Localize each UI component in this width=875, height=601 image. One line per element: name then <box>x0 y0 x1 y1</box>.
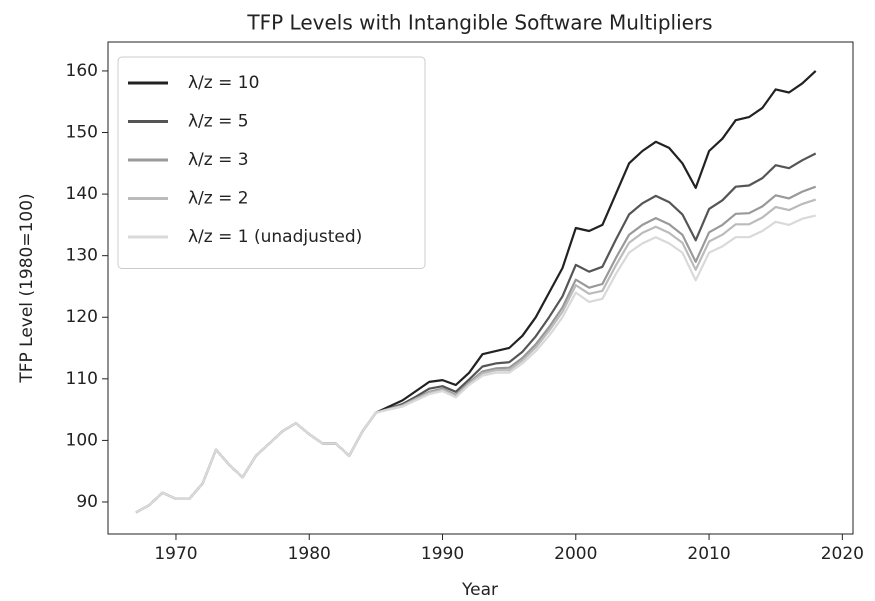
x-tick-label: 2020 <box>821 544 864 564</box>
chart-title: TFP Levels with Intangible Software Mult… <box>246 11 712 35</box>
x-tick-label: 1990 <box>421 544 464 564</box>
y-tick-label: 90 <box>76 492 98 512</box>
x-tick-label: 1980 <box>288 544 331 564</box>
y-tick-label: 100 <box>66 430 98 450</box>
legend-label: λ/z = 2 <box>188 189 249 209</box>
legend-label: λ/z = 5 <box>188 112 249 132</box>
x-tick-label: 2010 <box>687 544 730 564</box>
x-axis-label: Year <box>461 580 498 600</box>
legend-label: λ/z = 10 <box>188 73 259 93</box>
y-tick-label: 130 <box>66 246 98 266</box>
x-tick-label: 1970 <box>154 544 197 564</box>
legend-label: λ/z = 3 <box>188 150 249 170</box>
legend-label: λ/z = 1 (unadjusted) <box>188 227 362 247</box>
y-tick-label: 140 <box>66 184 98 204</box>
y-axis-label: TFP Level (1980=100) <box>17 193 37 383</box>
legend-box <box>117 56 426 269</box>
y-tick-label: 110 <box>66 369 98 389</box>
y-tick-label: 120 <box>66 307 98 327</box>
y-tick-label: 160 <box>66 61 98 81</box>
series-line <box>135 214 816 514</box>
x-tick-label: 2000 <box>554 544 597 564</box>
y-tick-label: 150 <box>66 123 98 143</box>
plot-frame <box>107 41 854 535</box>
